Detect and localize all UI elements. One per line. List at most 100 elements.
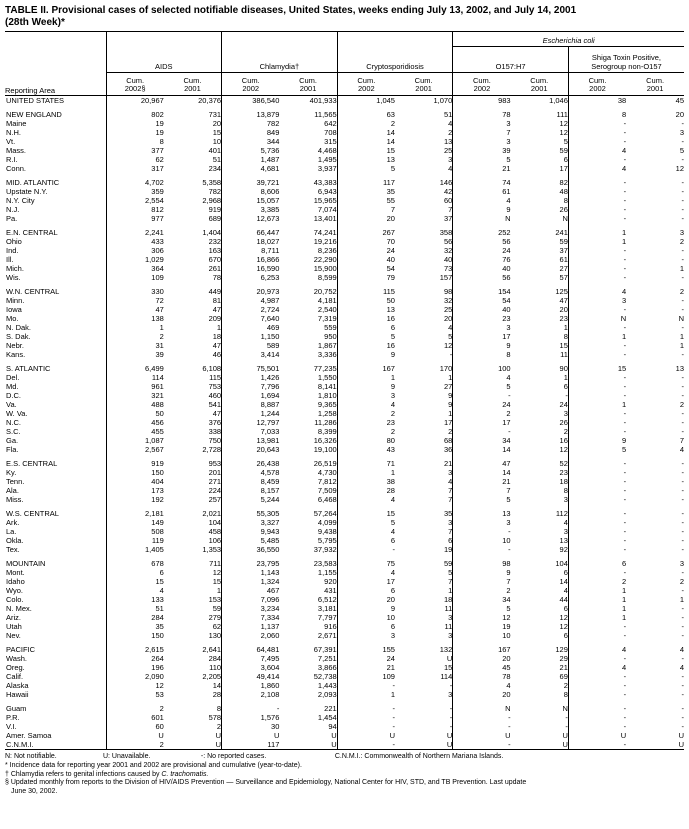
value-cell: 8,399 (317, 427, 337, 436)
footnote-legend: N: Not notifiable. U: Unavailable. -: No… (5, 753, 684, 762)
value-cell: 6,108 (202, 364, 222, 373)
value-cell: - (336, 545, 395, 554)
reporting-area-cell: Wis. (6, 273, 21, 282)
value-cell: 67,391 (313, 645, 337, 654)
value-cell: 12 (559, 613, 568, 622)
value-cell: 1 (336, 373, 395, 382)
value-cell: - (567, 323, 627, 332)
value-cell: 7,096 (221, 595, 280, 604)
spacer-cell (452, 504, 511, 509)
value-cell: - (681, 704, 685, 713)
reporting-area-cell: R.I. (6, 155, 18, 164)
value-cell: 4 (452, 681, 511, 690)
value-cell: 10 (212, 137, 222, 146)
value-cell: 4 (563, 518, 568, 527)
spacer-cell (452, 282, 511, 287)
value-cell: 1,867 (317, 341, 337, 350)
value-cell: 433 (105, 237, 164, 246)
value-cell: 47 (212, 409, 222, 418)
value-cell: - (567, 427, 627, 436)
value-cell: 1,454 (317, 713, 337, 722)
value-cell: 12 (559, 119, 568, 128)
value-cell: 306 (105, 246, 164, 255)
spacer-row (5, 504, 684, 509)
value-cell: 12,797 (221, 418, 280, 427)
value-cell: - (681, 323, 685, 332)
table-row: W.S. CENTRAL 2,181 2,021 55,305 57,264 15 35 13… (5, 509, 684, 518)
value-cell: 46 (212, 350, 222, 359)
value-cell: 45 (452, 663, 511, 672)
value-cell: - (449, 704, 453, 713)
col-header-chlamydia-cum2002: Cum. 2002 (221, 72, 280, 96)
value-cell: 284 (208, 654, 222, 663)
value-cell: 24 (452, 400, 511, 409)
value-cell: 431 (324, 586, 337, 595)
cum-line: Cum. (472, 75, 491, 85)
reporting-area-cell: Calif. (6, 672, 24, 681)
value-cell: 4 (567, 146, 627, 155)
reporting-area-cell: Tenn. (6, 477, 25, 486)
table-row: Maine 19 20 782 642 2 4 3 12- - (5, 119, 684, 128)
value-cell: 257 (208, 495, 222, 504)
value-cell: 953 (208, 459, 222, 468)
value-cell: - (565, 391, 568, 400)
value-cell: 508 (105, 527, 164, 536)
value-cell: 27 (443, 382, 453, 391)
value-cell: - (681, 391, 685, 400)
value-cell: 20,752 (313, 287, 337, 296)
value-cell: 458 (208, 527, 222, 536)
value-cell: - (681, 509, 685, 518)
value-cell: 7 (448, 205, 453, 214)
value-cell: 15 (336, 509, 395, 518)
value-cell: 802 (105, 110, 164, 119)
value-cell: 109 (105, 273, 164, 282)
footnotes: N: Not notifiable. U: Unavailable. -: No… (5, 753, 684, 797)
value-cell: 69 (559, 672, 568, 681)
value-cell: - (452, 391, 511, 400)
value-cell: 267 (336, 228, 395, 237)
value-cell: 261 (208, 264, 222, 273)
value-cell: 60 (443, 196, 453, 205)
value-cell: - (681, 137, 685, 146)
value-cell: 13 (336, 305, 395, 314)
col-header-crypto-cum2001: Cum. 2001 (394, 72, 453, 96)
value-cell: 106 (208, 536, 222, 545)
group-header-aids: AIDS (106, 46, 222, 73)
table-row: S. ATLANTIC 6,499 6,108 75,501 77,235 167 170 1… (5, 364, 684, 373)
ecoli-group-header: Escherichia coli (452, 31, 685, 47)
value-cell: 449 (208, 287, 222, 296)
value-cell: 2,615 (105, 645, 164, 654)
value-cell: - (336, 713, 395, 722)
value-cell: 578 (208, 713, 222, 722)
reporting-area-cell: N. Mex. (6, 604, 32, 613)
value-cell: 149 (105, 518, 164, 527)
value-cell: 104 (555, 559, 568, 568)
value-cell: 15,965 (313, 196, 337, 205)
value-cell: 5 (336, 332, 395, 341)
spacer-cell (567, 359, 627, 364)
value-cell: 12 (105, 681, 164, 690)
value-cell: 812 (105, 205, 164, 214)
value-cell: 8,606 (221, 187, 280, 196)
value-cell: 19 (452, 622, 511, 631)
value-cell: 6 (563, 604, 568, 613)
value-cell: U (446, 731, 453, 740)
reporting-area-cell: S. ATLANTIC (6, 364, 51, 373)
value-cell: - (681, 196, 685, 205)
value-cell: 20 (336, 595, 395, 604)
value-cell: 469 (221, 323, 280, 332)
value-cell: - (681, 382, 685, 391)
value-cell: U (105, 731, 164, 740)
value-cell: 78 (452, 110, 511, 119)
value-cell: 52,738 (313, 672, 337, 681)
value-cell: 3 (452, 137, 511, 146)
value-cell: 2,724 (221, 305, 280, 314)
value-cell: 23 (559, 468, 568, 477)
value-cell: 15 (212, 577, 222, 586)
value-cell: 3 (448, 613, 453, 622)
value-cell: - (681, 477, 685, 486)
value-cell: 4 (448, 119, 453, 128)
value-cell: 2 (105, 740, 164, 750)
value-cell: 2,060 (221, 631, 280, 640)
value-cell: 173 (105, 486, 164, 495)
